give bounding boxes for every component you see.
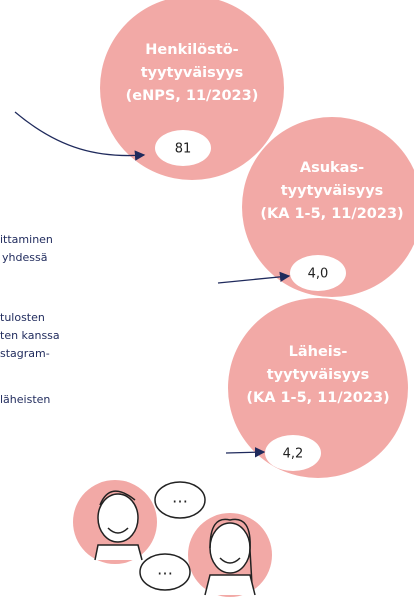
side-text: yhdessä: [2, 251, 47, 264]
page: Henkilöstö-tyytyväisyys (eNPS, 11/2023) 81…: [0, 0, 414, 603]
side-text: stagram-: [0, 347, 50, 360]
circle-title: tyytyväisyys: [141, 65, 244, 81]
side-text: tulosten: [0, 311, 45, 324]
side-text: ittaminen: [0, 233, 53, 246]
side-text: läheisten: [0, 393, 50, 406]
value: 4,0: [308, 267, 329, 282]
circle-title: Läheis-: [289, 344, 348, 360]
circle-title: (eNPS, 11/2023): [126, 88, 259, 104]
circle-title: Asukas-: [300, 160, 364, 176]
circle-title: (KA 1-5, 11/2023): [246, 390, 389, 406]
side-text: ten kanssa: [0, 329, 60, 342]
diagram: Henkilöstö-tyytyväisyys (eNPS, 11/2023) 81…: [0, 0, 414, 603]
circle-title: Henkilöstö-: [145, 42, 238, 58]
value: 4,2: [283, 447, 304, 462]
speech-bubble-text: …: [157, 560, 173, 579]
circle-title: tyytyväisyys: [267, 367, 370, 383]
arrow: [218, 276, 289, 283]
circle-title: (KA 1-5, 11/2023): [260, 206, 403, 222]
circles: Henkilöstö-tyytyväisyys (eNPS, 11/2023) 81…: [100, 0, 414, 478]
value: 81: [175, 142, 192, 157]
circle-title: tyytyväisyys: [281, 183, 384, 199]
speech-bubble-text: …: [172, 488, 188, 507]
